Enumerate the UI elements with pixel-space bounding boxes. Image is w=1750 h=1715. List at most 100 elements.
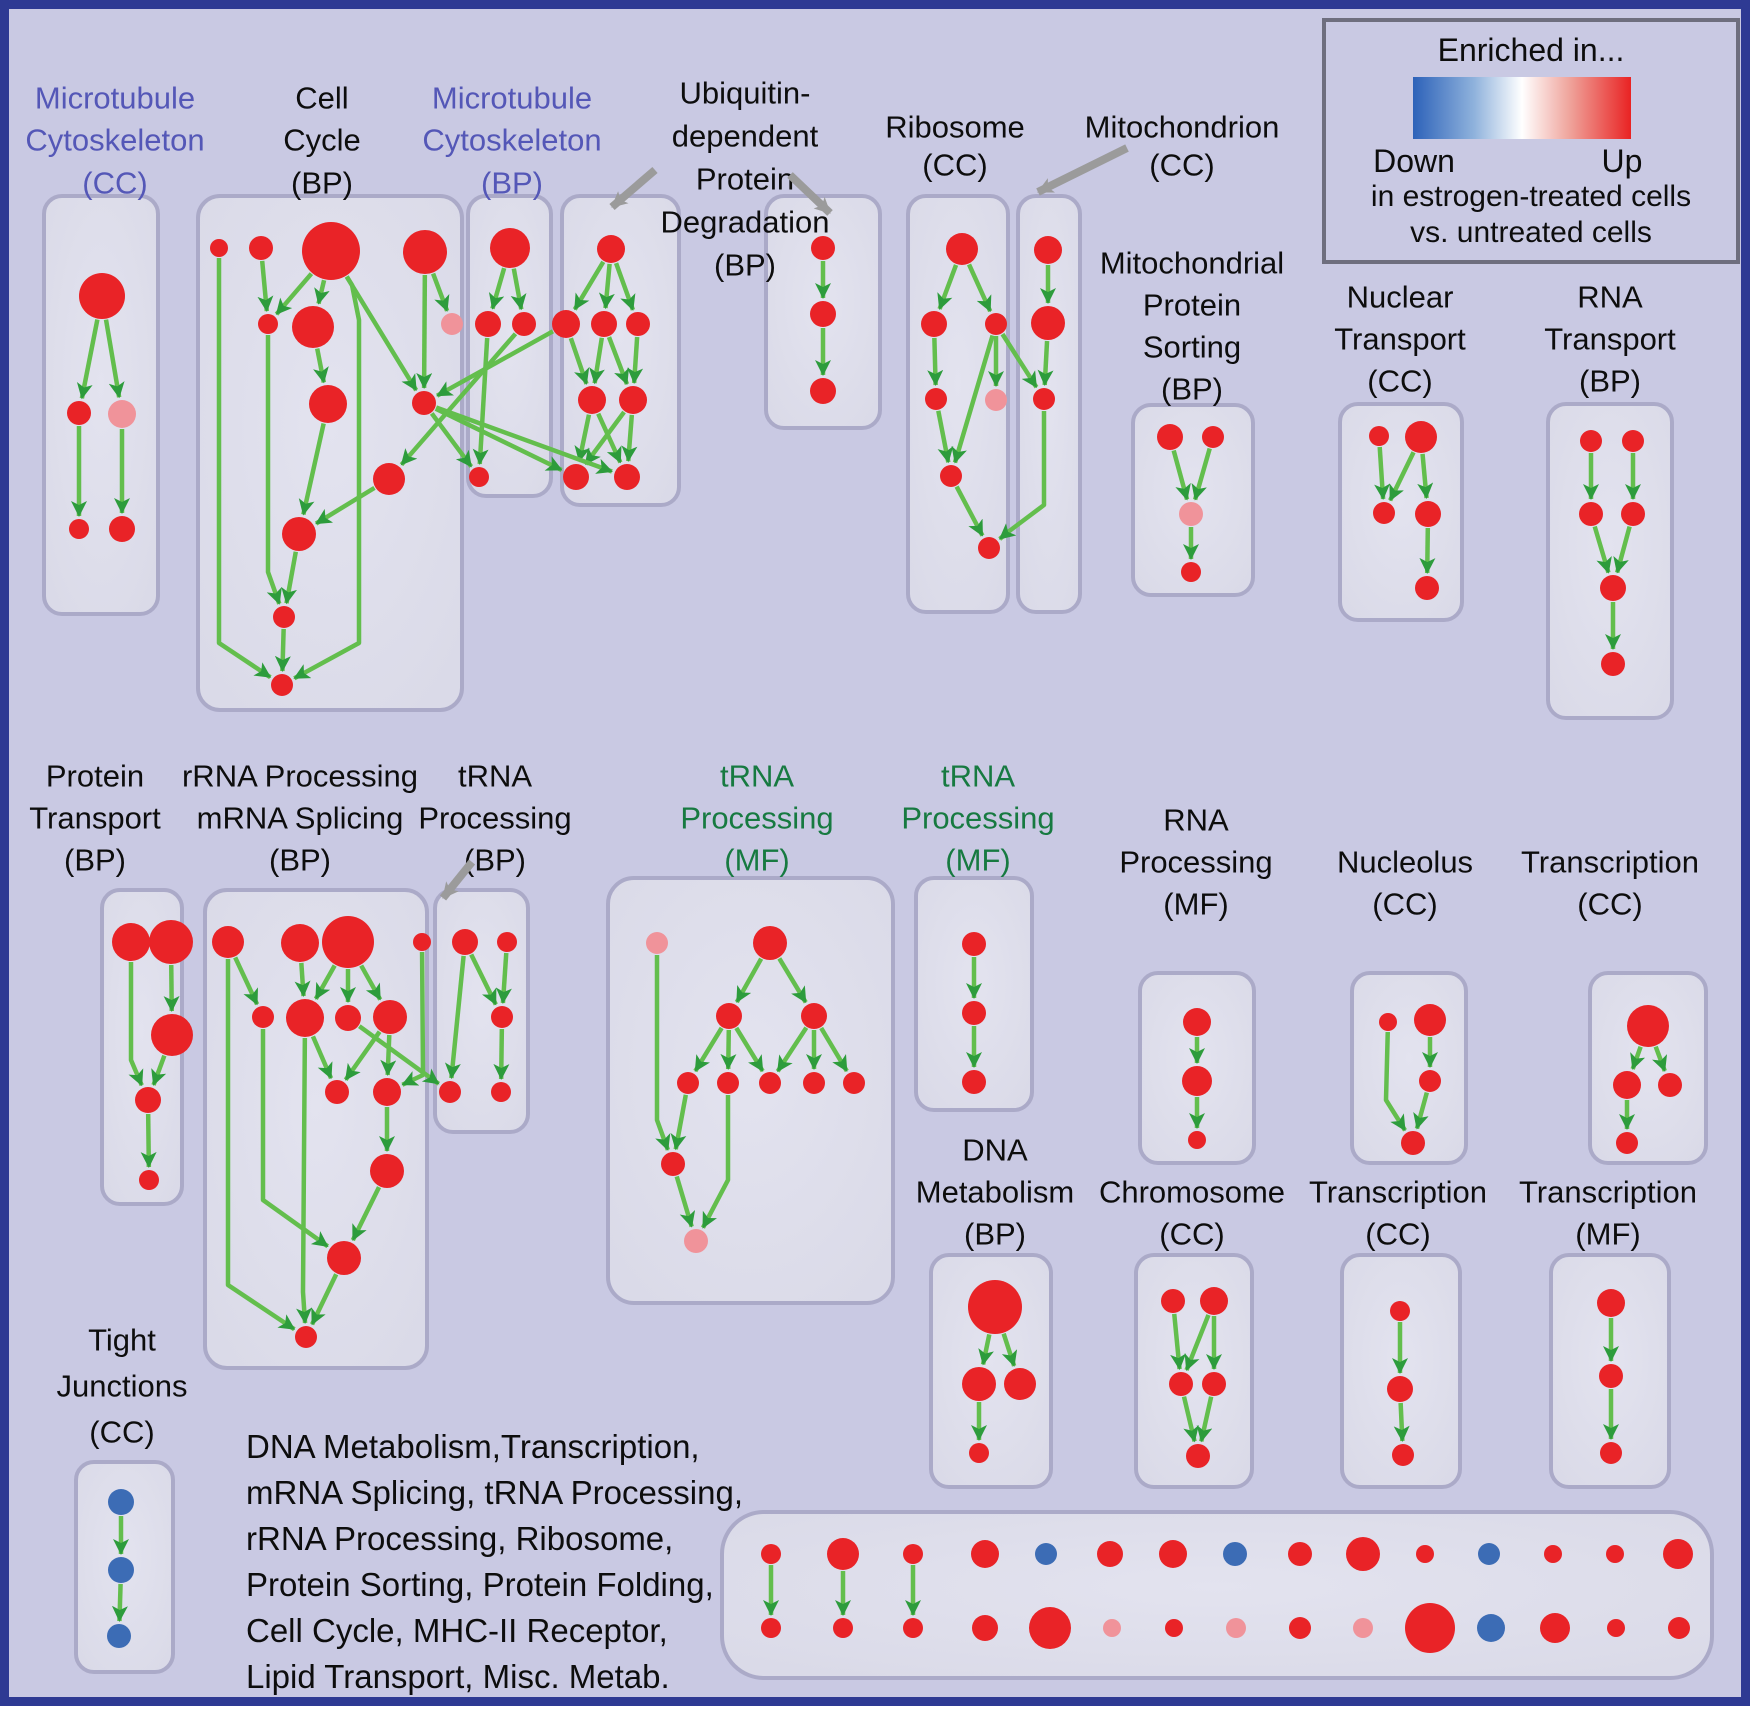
node-rb.R1	[946, 233, 978, 265]
node-pt.PT4	[135, 1087, 161, 1113]
edge	[1196, 1396, 1214, 1443]
node-mc.c	[108, 400, 136, 428]
node-rb.R7	[978, 537, 1000, 559]
node-tm.b4	[803, 1072, 825, 1094]
edge	[293, 275, 362, 681]
node-tm.b2	[717, 1072, 739, 1094]
cluster-box-microtubule-cc	[42, 194, 160, 616]
node-pt.PT3	[151, 1014, 193, 1056]
node-rp.W1	[1183, 1008, 1211, 1036]
edge	[670, 1094, 689, 1151]
node-tb.t2	[497, 932, 517, 952]
node-rr.n5	[295, 1326, 317, 1348]
edge	[936, 410, 954, 464]
edge	[430, 272, 450, 312]
edge	[1181, 1396, 1199, 1443]
edge	[510, 268, 527, 311]
node-nu.X2	[1414, 1004, 1446, 1036]
edge	[472, 337, 490, 466]
legend-axis-labels: Down Up	[1326, 139, 1736, 179]
label-ubiquitin: dependent	[672, 119, 819, 154]
annotation-arrow-to-trna-bp	[439, 859, 476, 901]
node-bd.b14	[1607, 1619, 1625, 1637]
misc-categories-note: DNA Metabolism,Transcription, mRNA Splic…	[246, 1428, 744, 1695]
edge	[314, 485, 376, 526]
edge	[140, 1113, 157, 1169]
node-ub.T7	[563, 464, 589, 490]
node-bd.a11	[1416, 1545, 1434, 1563]
node-cy.G	[292, 306, 334, 348]
cluster-label-rna-transport: (BP)	[1579, 364, 1641, 399]
node-rp.W2	[1182, 1066, 1212, 1096]
edge	[1592, 525, 1612, 574]
edge	[1630, 1045, 1646, 1070]
node-cy.J	[373, 463, 405, 495]
node-tm.b3	[759, 1072, 781, 1094]
edge	[225, 959, 296, 1332]
node-tm.b1	[677, 1072, 699, 1094]
edge	[493, 1028, 510, 1081]
node-nt.N1	[1369, 426, 1389, 446]
node-tm.pk	[646, 932, 668, 954]
node-ub.T2	[552, 310, 580, 338]
edge	[233, 956, 260, 1006]
node-rr.n3	[370, 1154, 404, 1188]
node-tm.b5	[843, 1072, 865, 1094]
cluster-label-protein-transport: Transport	[29, 801, 161, 836]
cluster-label-dna-metabolism: Metabolism	[916, 1175, 1075, 1210]
cluster-box-misc-band	[720, 1510, 1714, 1680]
node-rp.W3	[1188, 1131, 1206, 1149]
edge	[775, 1026, 809, 1073]
cluster-label-trna-mf-large: tRNA	[720, 759, 794, 794]
node-bd.b9	[1289, 1617, 1311, 1639]
node-rr.m2	[286, 999, 324, 1037]
node-ts.U3	[962, 1070, 986, 1094]
node-bd.a2	[827, 1538, 859, 1570]
node-dm.D3	[1004, 1368, 1036, 1400]
node-rb.R4	[925, 388, 947, 410]
node-rr.r3	[322, 916, 374, 968]
edge	[265, 335, 282, 605]
node-ch.C2	[1200, 1287, 1228, 1315]
edge	[1000, 332, 1039, 389]
edge	[674, 1175, 696, 1228]
node-mb.P1	[490, 228, 530, 268]
edge	[103, 319, 125, 399]
node-tj.j2	[108, 1557, 134, 1583]
node-bd.a9	[1288, 1542, 1312, 1566]
cluster-box-trna-mf-large	[606, 876, 895, 1305]
cluster-label-microtubule-bp: Microtubule	[432, 81, 592, 116]
node-ch.C1	[1161, 1289, 1185, 1313]
node-rt.Q4	[1621, 502, 1645, 526]
edge	[216, 258, 272, 680]
node-ts.U2	[962, 1001, 986, 1025]
cluster-label-nucleolus: Nucleolus	[1337, 845, 1473, 880]
edge	[568, 337, 590, 385]
node-tb.t3	[491, 1006, 513, 1028]
edge	[436, 329, 554, 398]
node-bd.b8	[1226, 1618, 1246, 1638]
edge	[1393, 1402, 1410, 1443]
cluster-label-mito-protein-sorting: (BP)	[1161, 372, 1223, 407]
node-tc.Y4	[1616, 1132, 1638, 1154]
edge	[380, 1034, 397, 1077]
edge	[927, 337, 944, 387]
edge	[281, 551, 299, 605]
cluster-label-nuclear-transport: Nuclear	[1347, 280, 1454, 315]
node-rb.R2	[921, 311, 947, 337]
node-rt.Q2	[1622, 430, 1644, 452]
node-mb.P3	[512, 312, 536, 336]
edge	[596, 412, 623, 464]
cluster-label-microtubule-cc: Microtubule	[35, 81, 195, 116]
cluster-label-microtubule-cc: (CC)	[82, 166, 147, 201]
node-bd.b6	[1103, 1619, 1121, 1637]
node-rr.m1	[252, 1006, 274, 1028]
cluster-label-ribosome: Ribosome	[885, 110, 1025, 145]
node-rb.R3	[985, 313, 1007, 335]
node-cy.N	[271, 674, 293, 696]
node-bd.b10	[1353, 1618, 1373, 1638]
edge	[1413, 1091, 1429, 1130]
node-bd.a3	[903, 1544, 923, 1564]
node-rt.Q3	[1579, 502, 1603, 526]
node-ch.C3	[1169, 1372, 1193, 1396]
